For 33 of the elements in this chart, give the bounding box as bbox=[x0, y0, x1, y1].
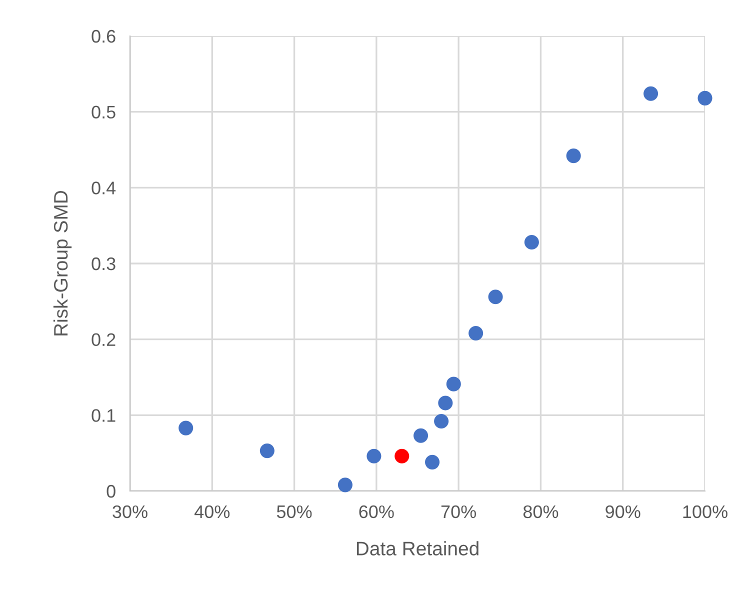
y-tick-label: 0 bbox=[106, 484, 116, 498]
x-tick-label: 80% bbox=[523, 505, 558, 518]
point bbox=[446, 376, 461, 392]
x-tick-label: 90% bbox=[606, 505, 640, 518]
point bbox=[644, 86, 658, 101]
point bbox=[338, 478, 352, 492]
y-tick-label: 0.6 bbox=[92, 30, 116, 43]
point bbox=[366, 448, 382, 464]
point bbox=[434, 414, 449, 429]
y-tick-label: 0.1 bbox=[92, 409, 116, 422]
y-tick-label: 0.3 bbox=[92, 257, 116, 270]
x-tick-label: 100% bbox=[683, 505, 728, 518]
x-axis-title: Data Retained bbox=[356, 541, 478, 556]
point bbox=[488, 290, 503, 304]
x-tick-label: 50% bbox=[276, 505, 312, 518]
point bbox=[566, 148, 581, 164]
x-tick-label: 40% bbox=[194, 505, 230, 518]
point bbox=[425, 454, 440, 470]
point bbox=[468, 326, 484, 341]
y-tick-label: 0.5 bbox=[92, 106, 116, 119]
x-tick-label: 70% bbox=[441, 505, 476, 518]
y-axis-title: Risk-Group SMD bbox=[53, 190, 72, 336]
point bbox=[524, 234, 539, 250]
x-tick-label: 30% bbox=[112, 505, 148, 518]
y-tick-label: 0.4 bbox=[92, 182, 116, 194]
point bbox=[698, 90, 712, 106]
point bbox=[178, 420, 194, 436]
y-tick-label: 0.2 bbox=[92, 333, 116, 346]
x-tick-label: 60% bbox=[359, 505, 394, 518]
point bbox=[394, 448, 410, 464]
point bbox=[438, 396, 453, 410]
point bbox=[414, 428, 428, 443]
point bbox=[260, 444, 274, 458]
